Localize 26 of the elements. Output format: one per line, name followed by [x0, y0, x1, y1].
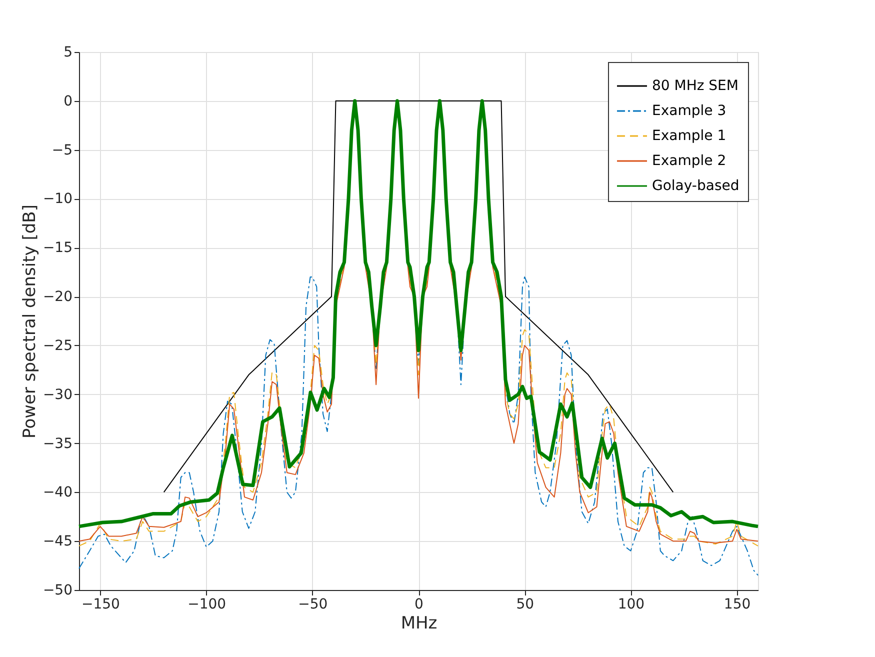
y-tick-label: 0: [64, 93, 72, 110]
x-tick-label: 50: [516, 596, 534, 612]
x-tick-label: −100: [188, 596, 226, 612]
x-axis-title: MHz: [400, 614, 438, 634]
legend-label: Golay-based: [652, 178, 740, 194]
x-tick-label: −50: [298, 596, 328, 612]
y-axis-title: Power spectral density [dB]: [20, 204, 40, 438]
y-tick-label: −5: [52, 142, 72, 158]
y-tick-label: −30: [42, 386, 72, 403]
legend-label: Example 3: [652, 103, 726, 119]
y-tick-label: −25: [42, 338, 72, 354]
x-tick-label: 100: [618, 596, 645, 612]
legend-label: Example 2: [652, 153, 726, 169]
y-tick-label: −50: [42, 582, 72, 598]
y-tick-label: −10: [42, 191, 72, 208]
y-tick-label: 5: [64, 44, 72, 60]
legend-label: 80 MHz SEM: [652, 78, 738, 94]
y-tick-label: −35: [42, 436, 72, 452]
x-tick-label: 150: [724, 596, 751, 612]
y-tick-label: −15: [42, 240, 72, 256]
legend-label: Example 1: [652, 128, 726, 144]
y-tick-label: −20: [42, 289, 72, 306]
x-tick-label: 0: [414, 596, 424, 612]
x-tick-label: −150: [81, 596, 120, 612]
y-tick-label: −45: [42, 534, 72, 550]
y-tick-label: −40: [42, 484, 72, 501]
